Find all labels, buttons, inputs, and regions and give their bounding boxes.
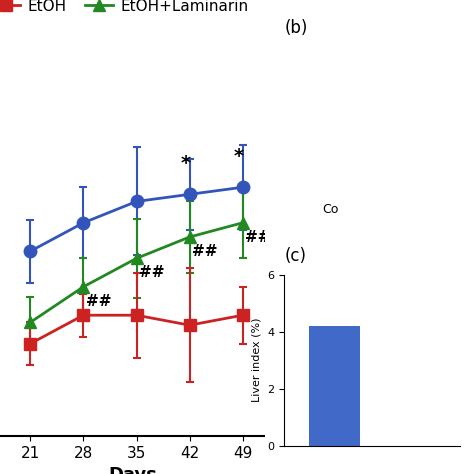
Bar: [310, 326, 360, 446]
Legend: EtOH, EtOH+Laminarin: EtOH, EtOH+Laminarin: [0, 0, 255, 20]
Text: ##: ##: [86, 294, 111, 309]
Text: ##: ##: [192, 244, 218, 259]
X-axis label: Days: Days: [108, 466, 157, 474]
Text: Co: Co: [322, 203, 339, 216]
Text: ##: ##: [139, 265, 164, 281]
Text: (c): (c): [284, 246, 306, 264]
Text: *: *: [234, 147, 244, 166]
Text: *: *: [181, 154, 191, 173]
Y-axis label: Liver index (%): Liver index (%): [252, 318, 262, 402]
Text: ##: ##: [245, 230, 271, 245]
Text: (b): (b): [284, 19, 308, 37]
